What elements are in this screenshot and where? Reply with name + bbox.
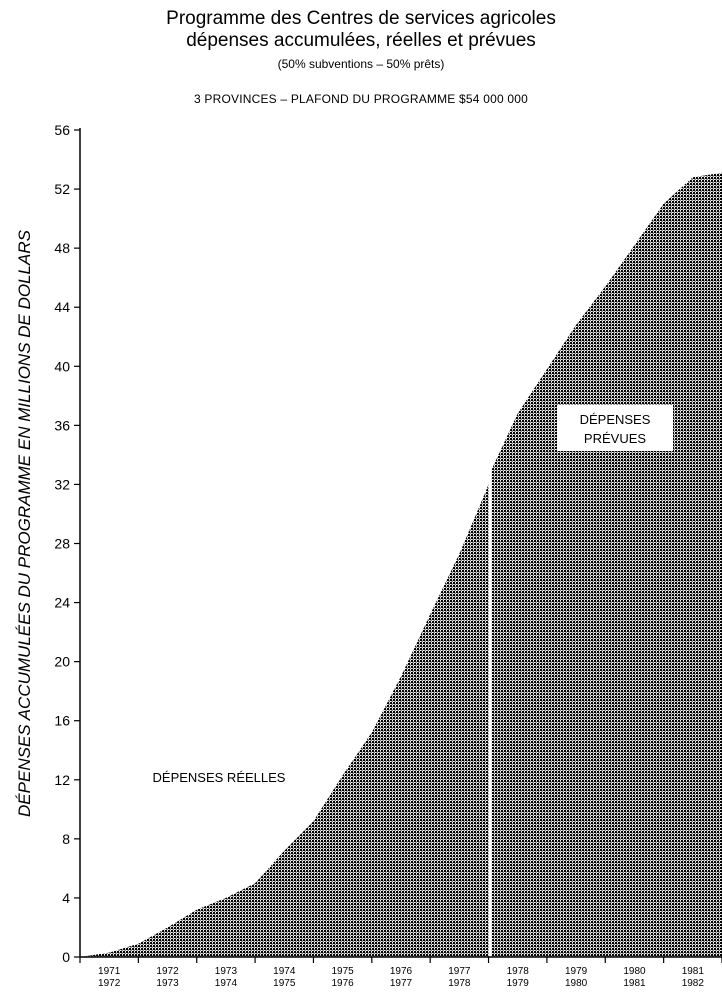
x-tick-label: 1978 [507, 966, 530, 977]
annotation-depenses-prevues-line2: PRÉVUES [584, 431, 646, 446]
y-tick-label: 0 [62, 949, 70, 965]
chart-title-line2: dépenses accumulées, réelles et prévues [186, 30, 536, 51]
chart-caption: 3 PROVINCES – PLAFOND DU PROGRAMME $54 0… [194, 92, 528, 106]
x-tick-label: 1972 [98, 978, 121, 989]
x-tick-label: 1975 [273, 978, 296, 989]
x-tick-label: 1973 [215, 966, 238, 977]
y-tick-label: 52 [54, 181, 70, 197]
x-tick-label: 1980 [623, 966, 646, 977]
x-tick-label: 1978 [448, 978, 471, 989]
x-tick-label: 1981 [682, 966, 705, 977]
x-tick-label: 1972 [156, 966, 179, 977]
x-tick-label: 1971 [98, 966, 121, 977]
x-tick-label: 1975 [332, 966, 355, 977]
y-tick-label: 40 [54, 358, 70, 374]
y-tick-label: 36 [54, 417, 70, 433]
y-tick-label: 56 [54, 122, 70, 138]
x-tick-label: 1973 [156, 978, 179, 989]
y-tick-label: 32 [54, 476, 70, 492]
x-tick-label: 1980 [565, 978, 588, 989]
x-tick-label: 1976 [332, 978, 355, 989]
y-tick-label: 48 [54, 240, 70, 256]
y-tick-label: 44 [54, 299, 70, 315]
x-tick-label: 1979 [565, 966, 588, 977]
y-tick-label: 28 [54, 536, 70, 552]
y-tick-label: 20 [54, 654, 70, 670]
annotation-depenses-reelles: DÉPENSES RÉELLES [153, 770, 286, 785]
chart-title: Programme des Centres de services agrico… [166, 8, 556, 29]
y-tick-label: 24 [54, 595, 70, 611]
x-tick-label: 1977 [448, 966, 471, 977]
y-axis-label: DÉPENSES ACCUMULÉES DU PROGRAMME EN MILL… [15, 229, 34, 817]
y-tick-label: 12 [54, 772, 70, 788]
series-area-prevues [491, 172, 722, 958]
x-tick-label: 1979 [507, 978, 530, 989]
x-tick-label: 1976 [390, 966, 413, 977]
series-area-reelles [80, 484, 489, 957]
annotation-box [557, 405, 673, 451]
y-tick-label: 8 [62, 831, 70, 847]
x-tick-label: 1974 [215, 978, 238, 989]
y-tick-label: 4 [62, 890, 70, 906]
y-tick-label: 16 [54, 713, 70, 729]
annotation-depenses-prevues-line1: DÉPENSES [580, 412, 651, 427]
chart-subtitle: (50% subventions – 50% prêts) [277, 57, 445, 71]
x-tick-label: 1977 [390, 978, 413, 989]
x-tick-label: 1982 [682, 978, 705, 989]
x-tick-label: 1981 [623, 978, 646, 989]
x-tick-label: 1974 [273, 966, 296, 977]
